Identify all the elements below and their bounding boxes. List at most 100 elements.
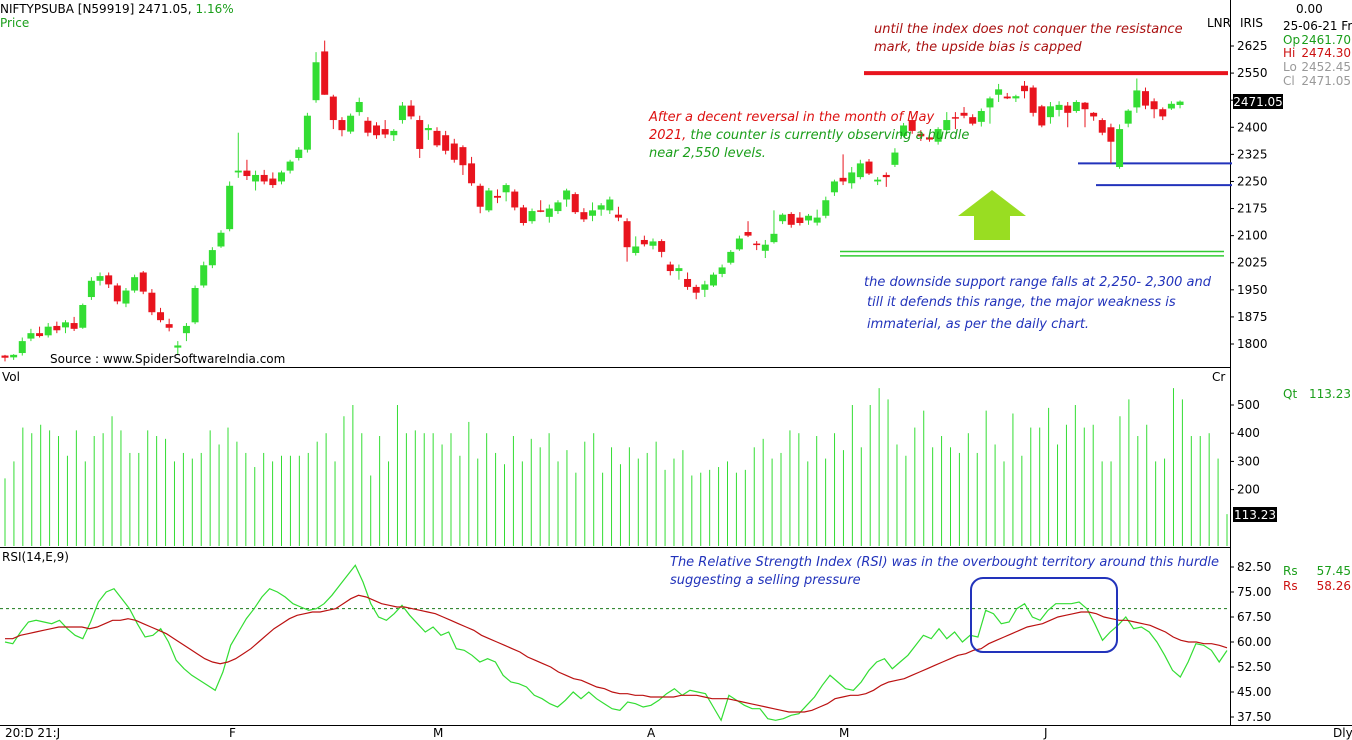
candle-body — [27, 333, 35, 339]
candle-body — [727, 251, 735, 263]
candle-body — [407, 105, 415, 117]
candle-body — [1021, 85, 1029, 92]
candle-body — [286, 161, 294, 171]
candle — [476, 183, 484, 214]
candle-body — [390, 130, 398, 136]
rsi-rs-value: 57.45 — [1317, 564, 1351, 578]
candle-body — [761, 244, 769, 251]
candle — [701, 280, 709, 298]
support-note-line: till it defends this range, the major we… — [867, 295, 1176, 310]
candle-body — [373, 125, 381, 136]
volume-bars — [4, 388, 1228, 546]
candle-body — [450, 143, 458, 160]
y-tick-label: 1950 — [1237, 283, 1268, 297]
candle — [182, 323, 190, 342]
candle — [407, 100, 415, 120]
candle-body — [977, 111, 985, 122]
candle-body — [934, 129, 942, 142]
candle-body — [122, 290, 130, 304]
rsi-line — [4, 564, 1228, 722]
candle-body — [1003, 96, 1011, 99]
candle — [675, 264, 683, 280]
rsi-lines — [0, 564, 1228, 722]
candle — [666, 261, 674, 276]
candle-body — [511, 191, 519, 208]
candle — [822, 196, 830, 219]
annotations: until the index does not conquer the res… — [648, 22, 1219, 588]
candle — [191, 285, 199, 325]
candle — [640, 235, 648, 247]
candle — [1029, 85, 1037, 117]
candle — [571, 192, 579, 214]
candle — [416, 115, 424, 158]
candle — [632, 236, 640, 256]
volume-cr-label: Cr — [1212, 370, 1225, 384]
candle-body — [1116, 129, 1124, 168]
reversal-note-line: 2021, the counter is currently observing… — [649, 128, 969, 143]
candle-body — [1124, 110, 1132, 124]
candle-body — [1, 355, 9, 358]
candle-body — [148, 292, 156, 313]
candle — [1055, 101, 1063, 117]
y-tick-label: 500 — [1237, 398, 1260, 412]
last-price-tag — [1233, 94, 1283, 109]
candle — [424, 124, 432, 140]
candle — [986, 96, 994, 124]
candle — [589, 202, 597, 222]
volume-panel-label: Vol — [2, 370, 20, 384]
y-tick-label: 2025 — [1237, 256, 1268, 270]
candle-body — [597, 205, 605, 210]
candle-body — [1133, 90, 1141, 108]
candle-body — [943, 120, 951, 131]
candle-body — [468, 163, 476, 184]
candle — [597, 203, 605, 216]
candle-body — [537, 210, 545, 212]
candle-body — [44, 326, 52, 336]
candle — [900, 122, 908, 138]
candle-body — [61, 322, 69, 328]
candle — [1176, 100, 1184, 109]
tool-label[interactable]: IRIS — [1240, 16, 1263, 30]
candle-body — [649, 241, 657, 246]
scale-mode-label[interactable]: LNR — [1207, 16, 1231, 30]
candle — [1046, 101, 1054, 124]
candle-body — [329, 96, 337, 121]
candle-body — [796, 217, 804, 223]
candle-body — [79, 304, 87, 328]
candle-body — [753, 243, 761, 246]
candle — [709, 272, 717, 287]
y-tick-label: 75.00 — [1237, 585, 1271, 599]
candle — [796, 212, 804, 226]
candle — [148, 289, 156, 316]
candle-body — [666, 264, 674, 272]
candle — [70, 316, 78, 331]
candle-body — [908, 120, 916, 131]
candle — [53, 321, 61, 334]
rsi-panel-label: RSI(14,E,9) — [2, 550, 69, 564]
candle — [338, 117, 346, 137]
candle-body — [545, 208, 553, 217]
ohlc-close-label: Cl — [1283, 74, 1295, 88]
candle-body — [1159, 109, 1167, 117]
ohlc-low-label: Lo — [1283, 60, 1297, 74]
candle-body — [969, 117, 977, 124]
candle — [1081, 101, 1089, 128]
resistance-note-line: until the index does not conquer the res… — [874, 22, 1183, 37]
candle — [468, 156, 476, 186]
candle-body — [113, 285, 121, 302]
candle — [200, 261, 208, 288]
candle-body — [252, 174, 260, 182]
candle — [217, 230, 225, 248]
candle-body — [1141, 91, 1149, 106]
y-tick-label: 2550 — [1237, 66, 1268, 80]
candle-body — [1038, 106, 1046, 126]
candle-body — [735, 238, 743, 250]
candle-body — [303, 115, 311, 150]
candle — [735, 235, 743, 251]
candle — [580, 208, 588, 222]
support-arrow-icon — [958, 190, 1026, 240]
candle-body — [865, 161, 873, 174]
